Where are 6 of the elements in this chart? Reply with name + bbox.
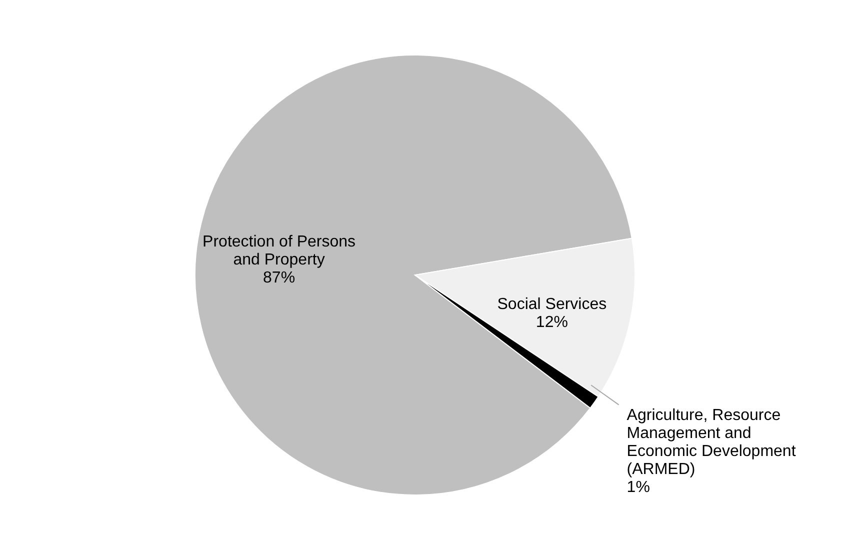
data-label: 1% xyxy=(626,478,650,496)
slice-label: Agriculture, Resource Management and Economic Development (ARMED) xyxy=(626,406,796,478)
slice-label: Protection of Persons and Property xyxy=(202,234,356,269)
data-label: 87% xyxy=(263,270,296,287)
data-label: 12% xyxy=(536,314,568,332)
slice-label: Social Services xyxy=(497,296,607,314)
